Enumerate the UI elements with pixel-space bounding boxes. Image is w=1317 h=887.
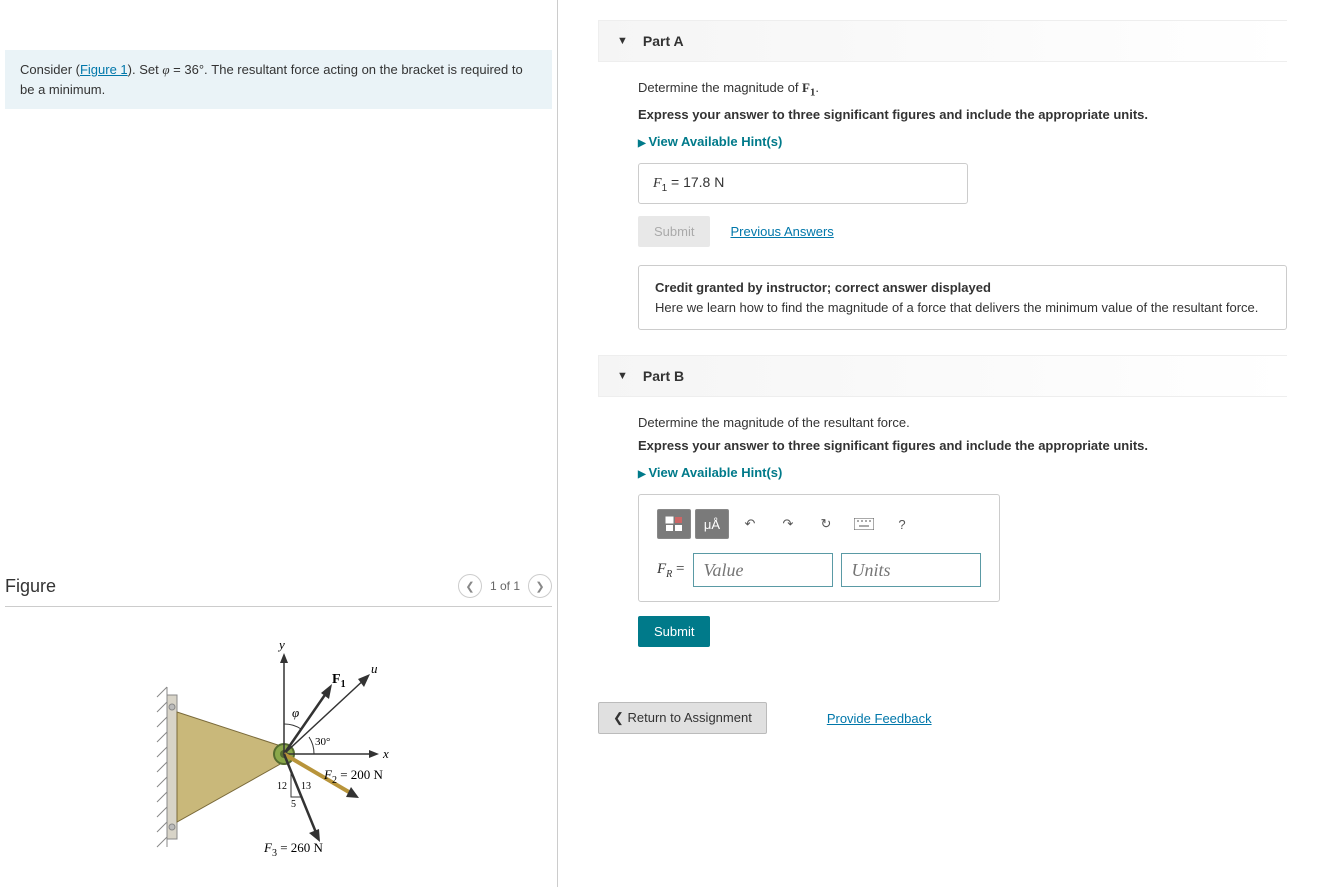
part-b-instruction: Express your answer to three significant… — [638, 438, 1287, 453]
part-b-question: Determine the magnitude of the resultant… — [638, 415, 1287, 430]
figure-body: y u x F1 φ 30° F2 = 200 N 12 13 5 F3 = 2… — [5, 607, 552, 887]
part-b-hints-link[interactable]: View Available Hint(s) — [638, 465, 1287, 480]
svg-text:y: y — [277, 637, 285, 652]
return-button[interactable]: ❮ Return to Assignment — [598, 702, 767, 734]
value-input[interactable] — [693, 553, 833, 587]
text: Consider ( — [20, 62, 80, 77]
problem-statement: Consider (Figure 1). Set φ = 36°. The re… — [5, 50, 552, 109]
part-a-submit-button: Submit — [638, 216, 710, 247]
part-b-content: Determine the magnitude of the resultant… — [598, 415, 1287, 672]
svg-text:u: u — [371, 661, 378, 676]
svg-text:F1: F1 — [332, 672, 346, 690]
collapse-icon: ▼ — [617, 35, 628, 47]
part-b-header[interactable]: ▼ Part B — [598, 355, 1287, 397]
svg-text:x: x — [382, 746, 389, 761]
equation-toolbar: μÅ ↶ ↷ ↻ ? — [657, 509, 981, 539]
fr-label: FR = — [657, 561, 685, 580]
left-panel: Consider (Figure 1). Set φ = 36°. The re… — [0, 0, 558, 887]
part-b-submit-button[interactable]: Submit — [638, 616, 710, 647]
part-a-question: Determine the magnitude of F1. — [638, 80, 1287, 99]
part-a-hints-link[interactable]: View Available Hint(s) — [638, 134, 1287, 149]
svg-text:30°: 30° — [315, 736, 330, 748]
part-a-header[interactable]: ▼ Part A — [598, 20, 1287, 62]
text: = 36° — [170, 62, 204, 77]
figure-section: Figure ❮ 1 of 1 ❯ — [0, 566, 557, 887]
part-a-feedback: Credit granted by instructor; correct an… — [638, 265, 1287, 330]
svg-text:F2 = 200 N: F2 = 200 N — [323, 767, 384, 786]
part-a-instruction: Express your answer to three significant… — [638, 107, 1287, 122]
svg-text:F3 = 260 N: F3 = 260 N — [263, 840, 324, 859]
figure-svg: y u x F1 φ 30° F2 = 200 N 12 13 5 F3 = 2… — [129, 617, 429, 877]
text: ). Set — [128, 62, 163, 77]
svg-text:5: 5 — [291, 799, 296, 810]
reset-icon[interactable]: ↻ — [809, 509, 843, 539]
previous-answers-link[interactable]: Previous Answers — [730, 224, 833, 239]
feedback-text: Here we learn how to find the magnitude … — [655, 298, 1270, 318]
figure-title: Figure — [5, 576, 56, 597]
help-icon[interactable]: ? — [885, 509, 919, 539]
part-a-answer-box: F1 = 17.8 N — [638, 163, 968, 205]
phi-symbol: φ — [162, 62, 169, 77]
bottom-row: ❮ Return to Assignment Provide Feedback — [598, 702, 1287, 734]
figure-header: Figure ❮ 1 of 1 ❯ — [5, 566, 552, 607]
units-button[interactable]: μÅ — [695, 509, 729, 539]
template-icon[interactable] — [657, 509, 691, 539]
figure-nav: ❮ 1 of 1 ❯ — [458, 574, 552, 598]
svg-text:12: 12 — [277, 781, 287, 792]
keyboard-icon[interactable] — [847, 509, 881, 539]
svg-text:φ: φ — [292, 705, 299, 720]
collapse-icon: ▼ — [617, 370, 628, 382]
provide-feedback-link[interactable]: Provide Feedback — [827, 711, 932, 726]
prev-figure-button[interactable]: ❮ — [458, 574, 482, 598]
part-a-content: Determine the magnitude of F1. Express y… — [598, 80, 1287, 355]
next-figure-button[interactable]: ❯ — [528, 574, 552, 598]
right-panel: ▼ Part A Determine the magnitude of F1. … — [558, 0, 1317, 887]
figure-page: 1 of 1 — [490, 579, 520, 593]
svg-text:13: 13 — [301, 781, 311, 792]
part-b-input-panel: μÅ ↶ ↷ ↻ ? FR = — [638, 494, 1000, 602]
part-a-submit-row: Submit Previous Answers — [638, 216, 1287, 247]
figure-link[interactable]: Figure 1 — [80, 62, 128, 77]
part-b-input-row: FR = — [657, 553, 981, 587]
undo-icon[interactable]: ↶ — [733, 509, 767, 539]
part-a-title: Part A — [643, 33, 684, 49]
part-b-title: Part B — [643, 368, 684, 384]
redo-icon[interactable]: ↷ — [771, 509, 805, 539]
feedback-title: Credit granted by instructor; correct an… — [655, 278, 1270, 298]
units-input[interactable] — [841, 553, 981, 587]
